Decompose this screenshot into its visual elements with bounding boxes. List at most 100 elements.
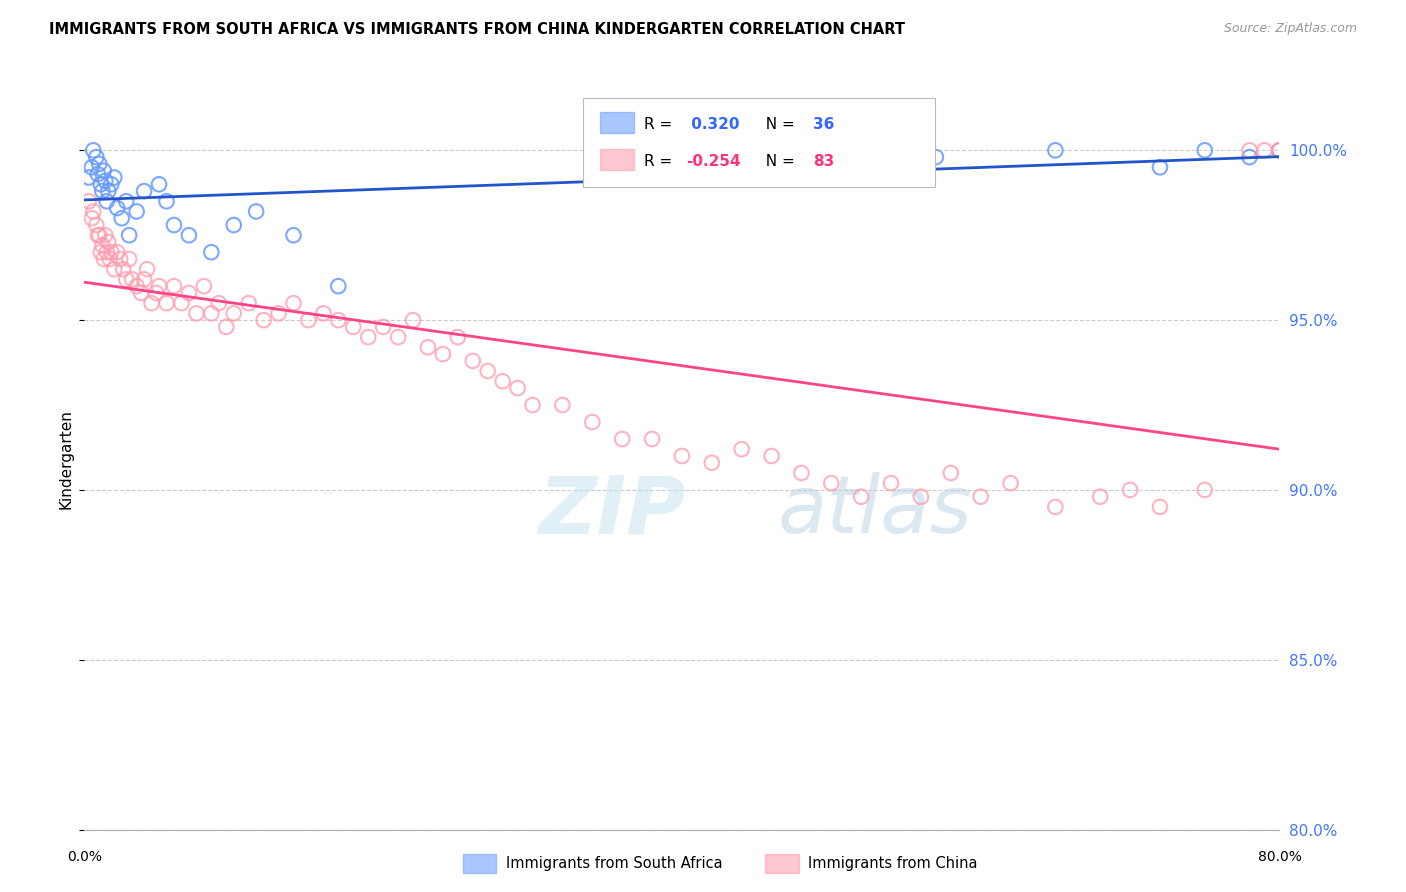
Point [132, 184, 156, 198]
Point [177, 285, 200, 300]
Point [82, 144, 104, 158]
Point [910, 490, 932, 504]
Point [581, 415, 603, 429]
Point [506, 381, 529, 395]
Point [790, 144, 813, 158]
Point [93, 252, 115, 266]
Point [96, 194, 118, 209]
Point [89, 228, 111, 243]
Text: Source: ZipAtlas.com: Source: ZipAtlas.com [1223, 22, 1357, 36]
Text: N =: N = [756, 117, 800, 132]
Point [141, 296, 163, 310]
Point [155, 194, 177, 209]
Point [851, 490, 873, 504]
Point [82, 204, 104, 219]
Text: IMMIGRANTS FROM SOUTH AFRICA VS IMMIGRANTS FROM CHINA KINDERGARTEN CORRELATION C: IMMIGRANTS FROM SOUTH AFRICA VS IMMIGRAN… [49, 22, 905, 37]
Point [447, 330, 470, 344]
Text: 0.320: 0.320 [686, 117, 740, 132]
Point [136, 262, 159, 277]
Text: 36: 36 [813, 117, 834, 132]
Text: -0.254: -0.254 [686, 154, 741, 169]
Point [105, 201, 128, 215]
Text: 0.0%: 0.0% [67, 850, 101, 864]
Point [1149, 500, 1171, 514]
Point [86, 150, 108, 164]
Point [612, 432, 634, 446]
Text: ZIP: ZIP [538, 472, 686, 550]
Point [1119, 483, 1142, 497]
Point [90, 178, 112, 192]
Point [111, 211, 134, 226]
Point [80, 161, 103, 175]
Point [148, 178, 170, 192]
Point [94, 228, 117, 243]
Text: atlas: atlas [778, 472, 973, 550]
Point [91, 238, 114, 252]
Point [312, 306, 335, 320]
Point [1239, 150, 1261, 164]
Point [89, 157, 111, 171]
Point [477, 364, 499, 378]
Point [170, 296, 193, 310]
Point [880, 476, 903, 491]
Text: N =: N = [756, 154, 800, 169]
Text: 80.0%: 80.0% [1257, 850, 1302, 864]
Point [155, 296, 177, 310]
Point [342, 320, 364, 334]
Point [118, 252, 141, 266]
Point [200, 306, 222, 320]
Point [222, 306, 245, 320]
Point [373, 320, 395, 334]
Point [1045, 500, 1067, 514]
Point [112, 262, 135, 277]
Point [700, 456, 723, 470]
Point [522, 398, 544, 412]
Point [1268, 144, 1291, 158]
Point [100, 178, 122, 192]
Text: R =: R = [644, 154, 678, 169]
Point [125, 204, 148, 219]
Point [328, 313, 350, 327]
Point [163, 218, 186, 232]
Point [387, 330, 409, 344]
Point [267, 306, 290, 320]
Point [125, 279, 148, 293]
Point [87, 228, 110, 243]
Point [731, 442, 754, 457]
Point [1194, 483, 1216, 497]
Point [98, 252, 121, 266]
Point [1045, 144, 1067, 158]
Point [129, 285, 152, 300]
Point [105, 245, 128, 260]
Point [416, 340, 439, 354]
Point [761, 449, 783, 463]
Point [245, 204, 267, 219]
Point [80, 211, 103, 226]
Point [328, 279, 350, 293]
Point [103, 262, 125, 277]
Point [641, 432, 664, 446]
Point [1000, 476, 1022, 491]
Point [208, 296, 231, 310]
Point [253, 313, 276, 327]
Y-axis label: Kindergarten: Kindergarten [59, 409, 73, 509]
Point [1194, 144, 1216, 158]
Point [132, 272, 156, 286]
Text: 83: 83 [813, 154, 834, 169]
Point [215, 320, 238, 334]
Point [432, 347, 454, 361]
Point [297, 313, 319, 327]
Text: R =: R = [644, 117, 678, 132]
Text: Immigrants from China: Immigrants from China [808, 856, 979, 871]
Point [94, 174, 117, 188]
Point [148, 279, 170, 293]
Point [77, 170, 100, 185]
Point [1253, 144, 1275, 158]
Point [939, 466, 962, 480]
Point [820, 476, 842, 491]
Point [222, 218, 245, 232]
Point [97, 235, 120, 249]
Point [402, 313, 425, 327]
Point [115, 194, 138, 209]
Point [186, 306, 208, 320]
